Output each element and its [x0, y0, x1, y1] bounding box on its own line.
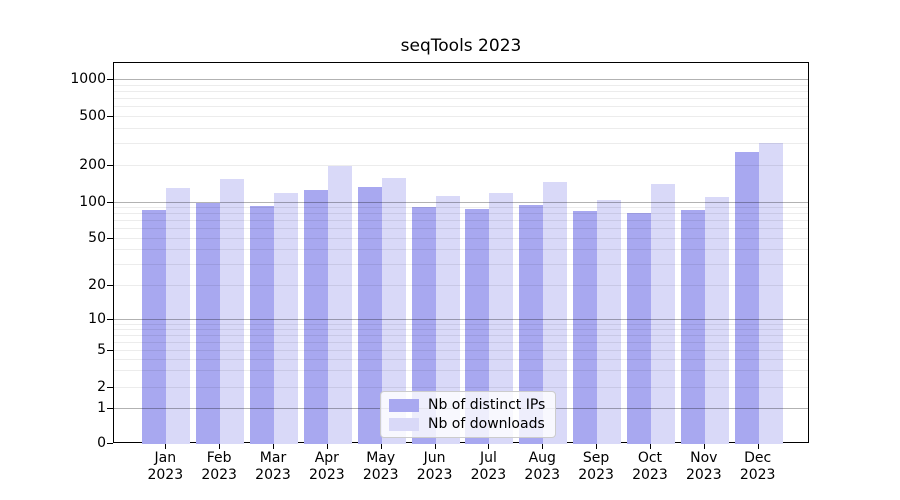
bar-ips-may [357, 186, 382, 444]
month-label: Apr [314, 450, 339, 466]
year-label: 2023 [201, 467, 237, 483]
legend: Nb of distinct IPs Nb of downloads [380, 391, 557, 438]
bar-ips-mar [250, 206, 274, 444]
x-tick-nov [703, 444, 705, 449]
year-label: 2023 [416, 467, 453, 483]
x-tick-label-jul: Jul 2023 [456, 450, 520, 484]
bar-ips-jan [142, 209, 167, 444]
x-tick-label-oct: Oct 2023 [618, 450, 682, 484]
bar-downloads-dec [758, 143, 783, 444]
bars-layer [114, 63, 808, 444]
legend-row-ips: Nb of distinct IPs [389, 397, 545, 413]
legend-label: Nb of downloads [428, 416, 545, 432]
x-tick-mar [273, 444, 274, 449]
year-label: 2023 [685, 467, 722, 483]
y-tick-200 [107, 165, 113, 166]
y-tick-label-2: 2 [97, 378, 106, 395]
x-tick-aug [542, 444, 544, 449]
legend-swatch-icon [389, 398, 419, 412]
bar-downloads-mar [274, 192, 298, 444]
x-tick-label-dec: Dec 2023 [726, 450, 790, 484]
month-label: Aug [528, 450, 556, 466]
bar-downloads-jan [166, 187, 191, 444]
bar-downloads-sep [597, 200, 622, 444]
x-tick-jun [434, 444, 436, 449]
bar-downloads-oct [650, 183, 675, 444]
x-tick-label-mar: Mar 2023 [241, 450, 305, 484]
legend-swatch-icon [389, 417, 419, 431]
bar-ips-oct [626, 212, 651, 444]
y-tick-label-20: 20 [88, 277, 106, 293]
month-label: Jun [423, 450, 446, 466]
y-tick-50 [107, 238, 113, 239]
legend-label: Nb of distinct IPs [428, 397, 546, 413]
x-tick-label-jan: Jan 2023 [133, 450, 197, 484]
x-tick-feb [219, 444, 221, 449]
month-label: Dec [744, 450, 772, 466]
y-tick-5 [107, 350, 113, 351]
month-label: Feb [206, 450, 232, 466]
y-tick-label-5: 5 [97, 342, 106, 358]
bar-ips-apr [303, 189, 328, 444]
y-tick-10 [107, 319, 113, 320]
month-label: May [366, 450, 396, 466]
y-tick-label-1000: 1000 [70, 71, 106, 87]
x-tick-may [380, 444, 382, 449]
y-tick-1 [107, 407, 113, 409]
month-label: Sep [582, 450, 610, 466]
year-label: 2023 [309, 467, 345, 483]
year-label: 2023 [632, 467, 668, 483]
y-tick-label-200: 200 [79, 157, 106, 173]
bar-ips-feb [196, 202, 221, 444]
month-label: Mar [259, 450, 287, 466]
y-tick-label-100: 100 [79, 193, 106, 210]
x-tick-label-nov: Nov 2023 [672, 450, 736, 484]
x-tick-label-apr: Apr 2023 [295, 450, 359, 484]
month-label: Nov [690, 450, 718, 466]
x-tick-label-feb: Feb 2023 [187, 450, 251, 484]
plot-area: Nb of distinct IPs Nb of downloads [113, 62, 809, 444]
y-tick-label-10: 10 [88, 311, 106, 327]
month-label: Jul [479, 450, 497, 466]
year-label: 2023 [147, 467, 184, 483]
x-tick-label-aug: Aug 2023 [510, 450, 574, 484]
month-label: Jan [154, 450, 177, 466]
year-label: 2023 [739, 467, 776, 483]
year-label: 2023 [524, 467, 561, 483]
bar-ips-nov [680, 209, 705, 444]
bar-ips-dec [734, 152, 759, 444]
y-tick-500 [107, 116, 113, 117]
x-tick-dec [757, 444, 759, 449]
month-label: Oct [637, 450, 663, 466]
x-tick-label-may: May 2023 [349, 450, 413, 484]
x-tick-label-sep: Sep 2023 [564, 450, 628, 484]
year-label: 2023 [470, 467, 507, 483]
bar-downloads-feb [220, 179, 245, 444]
x-tick-oct [649, 444, 651, 449]
y-tick-100 [107, 201, 113, 203]
chart-title: seqTools 2023 [400, 36, 522, 56]
y-tick-label-1: 1 [97, 399, 106, 416]
x-tick-jul [488, 444, 490, 449]
y-tick-label-500: 500 [79, 108, 106, 124]
y-tick-0 [107, 443, 113, 444]
year-label: 2023 [362, 467, 399, 483]
y-tick-20 [107, 285, 113, 286]
bar-downloads-apr [327, 166, 352, 444]
bar-ips-sep [573, 211, 598, 444]
x-tick-label-jun: Jun 2023 [403, 450, 467, 484]
y-tick-2 [107, 386, 113, 388]
y-tick-label-0: 0 [97, 435, 106, 451]
year-label: 2023 [255, 467, 291, 483]
legend-row-downloads: Nb of downloads [389, 416, 545, 432]
bar-downloads-nov [704, 197, 729, 444]
x-tick-sep [596, 444, 598, 449]
x-tick-jan [165, 444, 167, 449]
y-tick-label-50: 50 [88, 230, 106, 246]
x-tick-apr [326, 444, 328, 449]
y-tick-1000 [107, 79, 113, 80]
year-label: 2023 [578, 467, 614, 483]
